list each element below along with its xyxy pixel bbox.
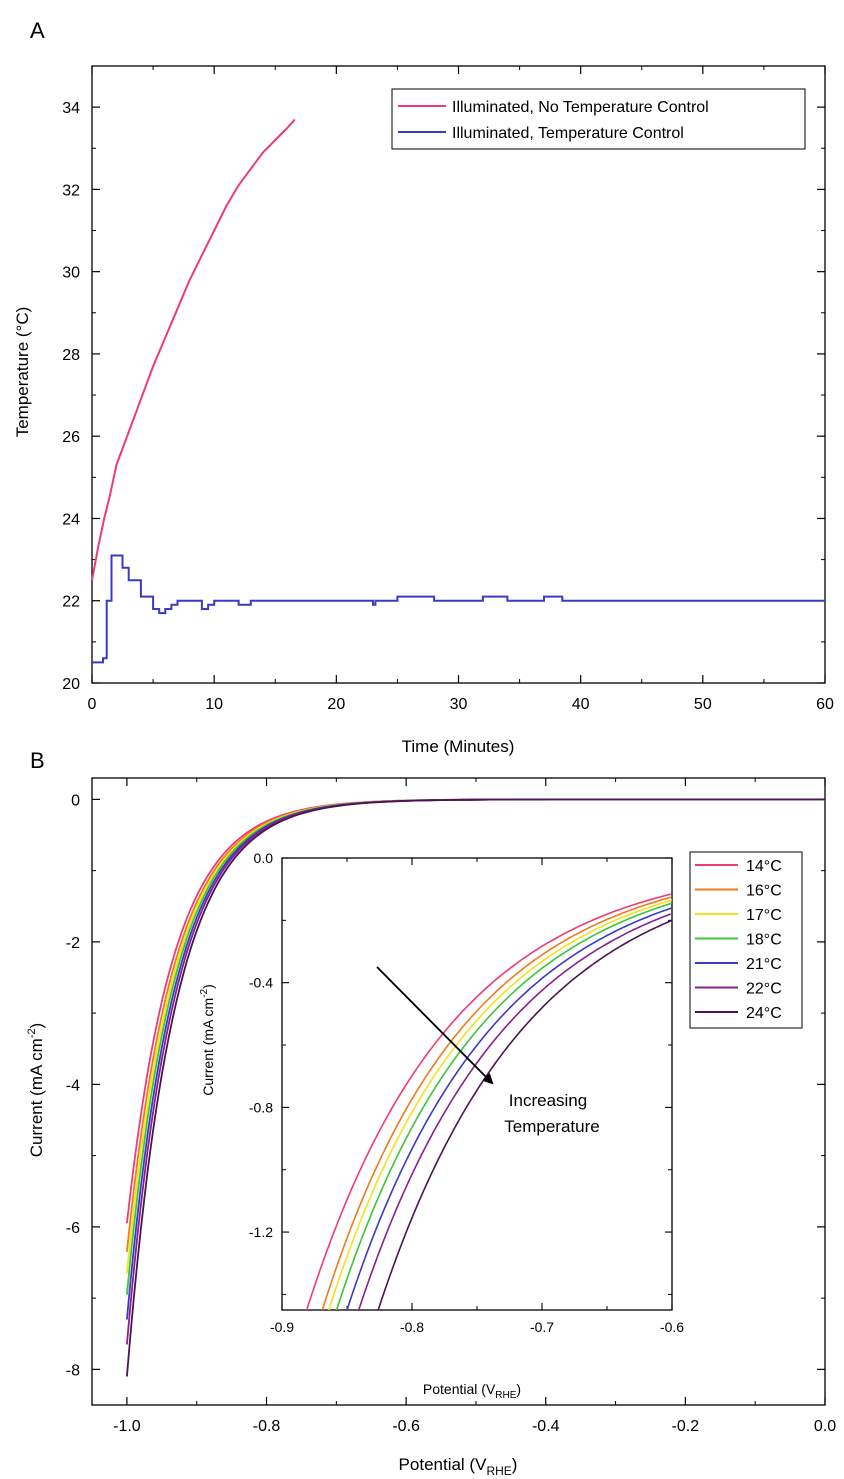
chart-a-y-tick-label: 20: [62, 676, 80, 693]
chart-a-legend-label: Illuminated, Temperature Control: [452, 125, 684, 142]
panel-a-label: A: [30, 18, 45, 43]
chart-b-x-tick-label: -1.0: [113, 1418, 141, 1435]
inset-x-tick-label: -0.8: [400, 1319, 424, 1335]
chart-a-series-line: [92, 554, 825, 664]
chart-b-frame: [91, 777, 826, 1406]
chart-b-y-tick-label: -6: [66, 1220, 80, 1237]
chart-b: -1.0 -0.8 -0.6 -0.4 -0.2 0.0 0 -2 -4 -6 -8 14°C 16°C…: [66, 777, 836, 1435]
inset-series-line: [321, 896, 671, 1310]
chart-b-y-tick-label: -4: [66, 1077, 80, 1094]
chart-a-x-tick-label: 0: [88, 696, 97, 713]
chart-b-legend-label: 24°C: [746, 1005, 782, 1022]
inset-x-tick-label: -0.7: [530, 1319, 554, 1335]
inset-y-tick-label: -1.2: [249, 1224, 273, 1240]
chart-b-x-tick-label: -0.8: [253, 1418, 281, 1435]
chart-b-x-tick-label: -0.2: [672, 1418, 700, 1435]
chart-a-y-tick-label: 30: [62, 265, 80, 282]
chart-b-legend: [689, 851, 803, 1029]
chart-b-series-line: [126, 798, 825, 1377]
chart-b-y-tick-label: 0: [71, 792, 80, 809]
chart-a-y-axis-title: Temperature (°C): [13, 307, 32, 438]
inset-x-tick-label: -0.6: [660, 1319, 684, 1335]
chart-b-y-tick-label: -8: [66, 1362, 80, 1379]
inset-y-tick-label: -0.8: [249, 1099, 273, 1115]
chart-a: 0 10 20 30 40 50 60 20 22 24 26 28 30 32 34 Illuminated…: [62, 65, 834, 713]
inset-x-tick-label: -0.9: [270, 1319, 294, 1335]
chart-a-x-axis-title: Time (Minutes): [402, 737, 515, 756]
chart-a-legend-label: Illuminated, No Temperature Control: [452, 99, 709, 116]
inset-curves: [305, 893, 672, 1310]
chart-b-legend-label: 21°C: [746, 956, 782, 973]
panel-b-label: B: [30, 748, 45, 773]
chart-a-y-tick-label: 26: [62, 429, 80, 446]
inset-series-line: [377, 919, 672, 1310]
chart-b-x-tick-label: 0.0: [814, 1418, 836, 1435]
inset-series-line: [305, 893, 671, 1310]
chart-a-y-tick-label: 34: [62, 100, 80, 117]
inset-series-line: [335, 902, 672, 1310]
chart-a-x-tick-label: 30: [450, 696, 468, 713]
chart-b-legend-label: 14°C: [746, 858, 782, 875]
chart-a-x-tick-label: 60: [816, 696, 834, 713]
inset-x-axis-title: Potential (VRHE): [423, 1381, 521, 1401]
inset-y-axis-title: Current (mA cm-2): [199, 984, 216, 1096]
inset-frame: [281, 857, 673, 1311]
chart-b-x-axis-title: Potential (VRHE): [399, 1455, 518, 1478]
annotation-arrow: [376, 966, 494, 1085]
chart-b-y-axis-title: Current (mA cm-2): [26, 1023, 46, 1157]
chart-b-legend-label: 16°C: [746, 883, 782, 900]
chart-a-frame: [91, 65, 826, 684]
inset-series-line: [357, 913, 671, 1310]
chart-a-x-tick-label: 20: [327, 696, 345, 713]
chart-b-x-tick-label: -0.4: [532, 1418, 560, 1435]
chart-b-y-tick-label: -2: [66, 935, 80, 952]
chart-b-x-tick-label: -0.6: [392, 1418, 420, 1435]
chart-a-y-tick-label: 24: [62, 511, 80, 528]
chart-a-x-tick-label: 40: [572, 696, 590, 713]
annotation-temperature: Temperature: [504, 1117, 599, 1136]
annotation-increasing: Increasing: [509, 1091, 587, 1110]
inset-series-line: [327, 899, 672, 1310]
inset-y-tick-label: -0.4: [249, 975, 273, 991]
inset-y-tick-label: 0.0: [254, 850, 274, 866]
chart-a-x-tick-label: 50: [694, 696, 712, 713]
chart-a-y-tick-label: 28: [62, 347, 80, 364]
chart-a-series-line: [91, 118, 296, 581]
chart-b-inset: -0.9 -0.8 -0.7 -0.6 0.0 -0.4 -0.8 -1.2: [249, 850, 684, 1335]
chart-b-legend-label: 17°C: [746, 907, 782, 924]
inset-series-line: [346, 907, 672, 1310]
chart-a-x-tick-label: 10: [205, 696, 223, 713]
chart-b-legend-label: 22°C: [746, 981, 782, 998]
chart-a-y-tick-label: 22: [62, 594, 80, 611]
chart-b-legend-label: 18°C: [746, 932, 782, 949]
chart-a-legend: [391, 88, 806, 150]
chart-a-y-tick-label: 32: [62, 182, 80, 199]
